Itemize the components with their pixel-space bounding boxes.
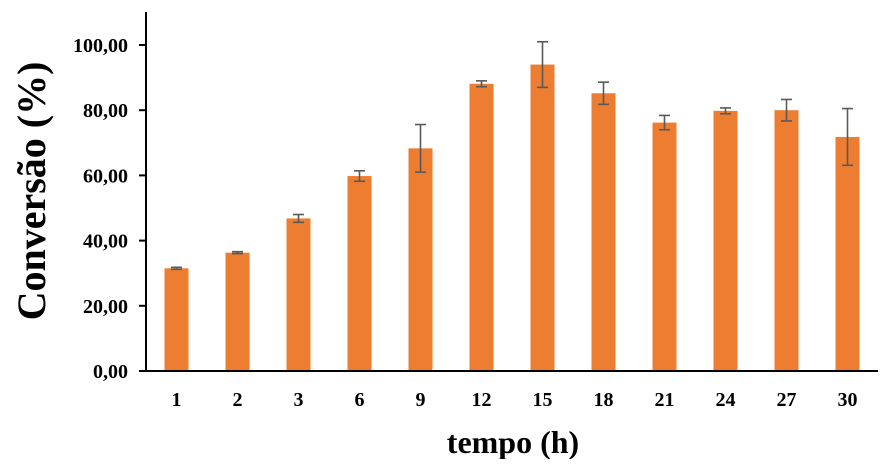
x-axis-title: tempo (h) xyxy=(447,424,579,459)
error-bars-layer xyxy=(171,40,853,271)
bar-27 xyxy=(774,110,799,371)
error-bar-30 xyxy=(842,107,853,167)
y-tick-label: 0,00 xyxy=(93,361,128,383)
bar-1 xyxy=(164,268,189,371)
error-bar-24 xyxy=(720,107,731,115)
error-bar-18 xyxy=(598,81,609,106)
error-bar-3 xyxy=(293,213,304,224)
x-tick-label-18: 18 xyxy=(594,389,614,411)
x-tick-label-9: 9 xyxy=(416,389,426,411)
x-tick-label-3: 3 xyxy=(294,389,304,411)
y-axis-title: Conversão (%) xyxy=(9,62,54,321)
bar-12 xyxy=(469,83,494,371)
y-tick-label: 100,00 xyxy=(73,35,128,57)
x-tick-label-30: 30 xyxy=(838,389,858,411)
bar-3 xyxy=(286,218,311,371)
error-bar-6 xyxy=(354,170,365,183)
bar-24 xyxy=(713,110,738,371)
bar-21 xyxy=(652,122,677,371)
y-ticks-layer: 0,00 20,00 40,00 60,00 80,00 100,00 xyxy=(73,35,146,383)
bar-15 xyxy=(530,64,555,371)
x-tick-label-27: 27 xyxy=(777,389,797,411)
y-tick-label: 20,00 xyxy=(83,296,128,318)
x-tick-label-12: 12 xyxy=(472,389,492,411)
error-bar-9 xyxy=(415,123,426,173)
error-bar-21 xyxy=(659,114,670,131)
error-bar-27 xyxy=(781,98,792,122)
x-tick-label-24: 24 xyxy=(716,389,736,411)
x-tick-label-6: 6 xyxy=(355,389,365,411)
x-tick-label-15: 15 xyxy=(533,389,553,411)
x-ticks-layer: 1 2 3 6 9 12 15 18 21 24 27 30 xyxy=(172,389,858,411)
y-tick-label: 60,00 xyxy=(83,165,128,187)
error-bar-2 xyxy=(232,250,243,255)
bar-6 xyxy=(347,176,372,371)
bar-9 xyxy=(408,148,433,371)
x-tick-label-21: 21 xyxy=(655,389,675,411)
bars-layer xyxy=(164,64,860,371)
error-bar-12 xyxy=(476,80,487,88)
x-tick-label-2: 2 xyxy=(233,389,243,411)
bar-2 xyxy=(225,252,250,371)
bar-18 xyxy=(591,93,616,371)
y-tick-label: 40,00 xyxy=(83,231,128,253)
error-bar-15 xyxy=(537,40,548,89)
x-tick-label-1: 1 xyxy=(172,389,182,411)
error-bar-1 xyxy=(171,266,182,271)
y-tick-label: 80,00 xyxy=(83,100,128,122)
bar-30 xyxy=(835,136,860,371)
